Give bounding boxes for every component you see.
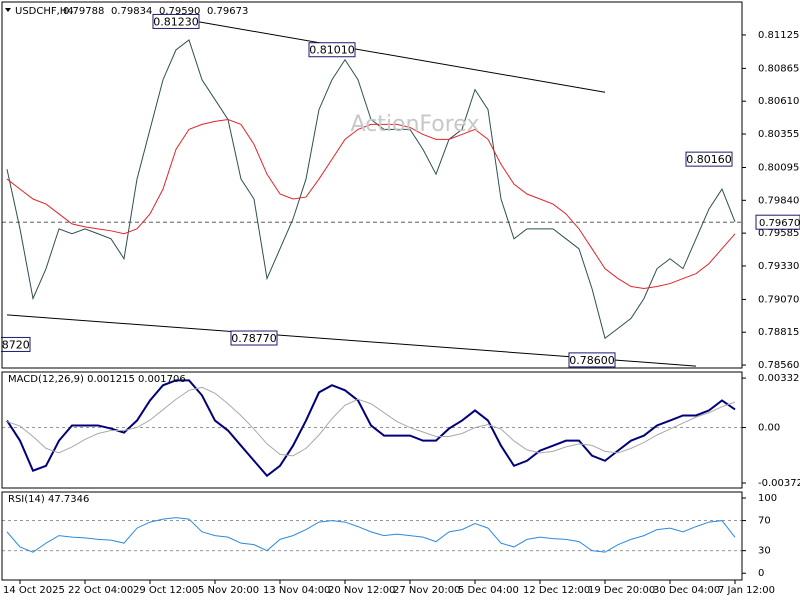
- price-label: 0.78770: [231, 332, 277, 345]
- y-tick-label: 0.79070: [758, 294, 799, 305]
- y-tick-label: 0.00: [758, 423, 780, 434]
- price-label: 0.78600: [569, 354, 615, 367]
- x-tick-label: 12 Dec 12:00: [523, 585, 590, 596]
- current-price-box: [755, 214, 800, 230]
- y-tick-label: 0.78815: [758, 327, 799, 338]
- x-tick-label: 14 Oct 2025: [3, 585, 65, 596]
- series-line: [6, 386, 736, 457]
- panel-frame: [1, 1, 743, 369]
- y-tick-label: 0.80095: [758, 162, 799, 173]
- x-tick-label: 7 Jan 12:00: [718, 585, 775, 596]
- panel-title: RSI(14) 47.7346: [8, 494, 89, 505]
- x-tick-label: 5 Dec 04:00: [458, 585, 519, 596]
- x-tick-label: 13 Nov 04:00: [263, 585, 330, 596]
- ohlc-value: 0.79590: [159, 6, 200, 17]
- ohlc-value: 0.79788: [63, 6, 104, 17]
- ohlc-value: 0.79834: [111, 6, 152, 17]
- y-tick-label: 0.80865: [758, 63, 799, 74]
- y-tick-label: 0.003321: [758, 373, 800, 384]
- y-tick-label: 0.79840: [758, 195, 799, 206]
- x-tick-label: 22 Oct 04:00: [68, 585, 133, 596]
- y-tick-label: 0: [758, 568, 764, 579]
- symbol: USDCHF,H4: [15, 6, 74, 17]
- y-tick-label: -0.003723: [758, 478, 800, 489]
- ohlc-value: 0.79673: [207, 6, 248, 17]
- plot-area: 0.81230 0.81010 0.78720 0.78770 0.78600 0.801…: [0, 13, 742, 553]
- price-label-box: [152, 13, 200, 29]
- price-label-box: [685, 151, 733, 167]
- panel-frame: [1, 491, 743, 581]
- y-tick-label: 0.78560: [758, 360, 799, 371]
- y-tick-label: 0.79585: [758, 228, 799, 239]
- current-price-label: 0.79670: [759, 218, 800, 229]
- y-tick-label: 70: [758, 516, 771, 527]
- price-label-box: [568, 352, 616, 368]
- trendline: [188, 19, 606, 93]
- x-tick-label: 5 Nov 20:00: [198, 585, 259, 596]
- x-tick-label: 30 Dec 04:00: [653, 585, 720, 596]
- price-label: 0.78720: [0, 338, 30, 351]
- y-tick-label: 0.79330: [758, 261, 799, 272]
- price-label-box: [230, 330, 278, 346]
- price-label: 0.80160: [686, 153, 732, 166]
- price-label-box: [308, 42, 356, 58]
- series-line: [6, 118, 736, 289]
- y-tick-label: 0.81125: [758, 30, 799, 41]
- watermark: ActionForex: [351, 112, 480, 137]
- symbol-arrow: [5, 8, 11, 12]
- panel-title: MACD(12,26,9) 0.001215 0.001706: [8, 374, 186, 385]
- series-line: [6, 39, 736, 340]
- y-tick-label: 100: [758, 493, 777, 504]
- y-tick-label: 0.80610: [758, 96, 799, 107]
- price-label: 0.81010: [309, 44, 355, 57]
- x-tick-label: 27 Nov 20:00: [393, 585, 460, 596]
- x-tick-label: 19 Dec 20:00: [588, 585, 655, 596]
- panel-frame: [1, 371, 743, 489]
- series-line: [6, 517, 736, 553]
- price-label: 0.81230: [153, 15, 199, 28]
- series-line: [6, 379, 736, 478]
- x-tick-label: 29 Oct 12:00: [133, 585, 198, 596]
- price-label-box: [1, 336, 31, 352]
- y-tick-label: 30: [758, 546, 771, 557]
- x-tick-label: 20 Nov 12:00: [328, 585, 395, 596]
- y-tick-label: 0.80355: [758, 129, 799, 140]
